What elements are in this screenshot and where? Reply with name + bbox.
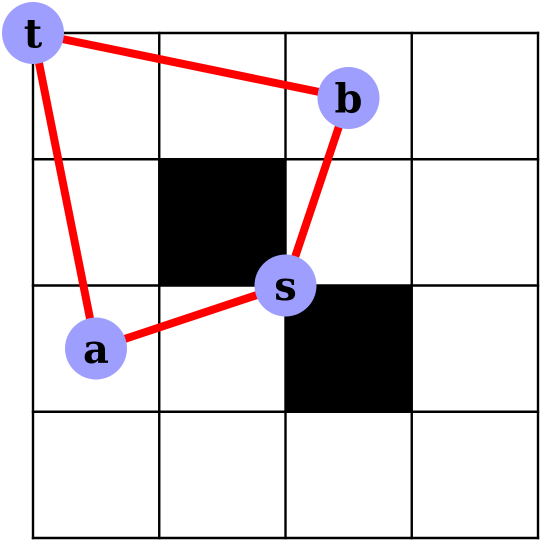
edge-b-s bbox=[281, 96, 353, 287]
edge-t-b bbox=[32, 29, 350, 102]
edge-a-t bbox=[29, 32, 100, 350]
node-b: b bbox=[317, 67, 380, 129]
node-circle-a bbox=[65, 317, 127, 380]
node-label-t: t bbox=[24, 11, 43, 58]
node-a: a bbox=[65, 317, 127, 380]
path-edges bbox=[29, 29, 353, 353]
path-nodes: t b s a bbox=[2, 2, 380, 380]
node-s: s bbox=[254, 254, 317, 317]
node-circle-b bbox=[317, 67, 380, 129]
node-circle-s bbox=[254, 254, 317, 317]
node-t: t bbox=[2, 2, 64, 64]
node-label-s: s bbox=[274, 263, 297, 310]
node-label-b: b bbox=[335, 76, 363, 123]
node-circle-t bbox=[2, 2, 64, 64]
node-label-a: a bbox=[83, 326, 109, 373]
edge-s-a bbox=[94, 281, 287, 353]
